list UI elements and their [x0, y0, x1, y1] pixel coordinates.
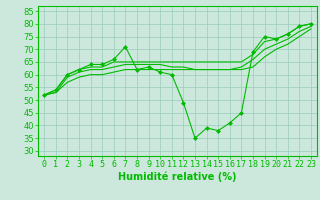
X-axis label: Humidité relative (%): Humidité relative (%) — [118, 172, 237, 182]
